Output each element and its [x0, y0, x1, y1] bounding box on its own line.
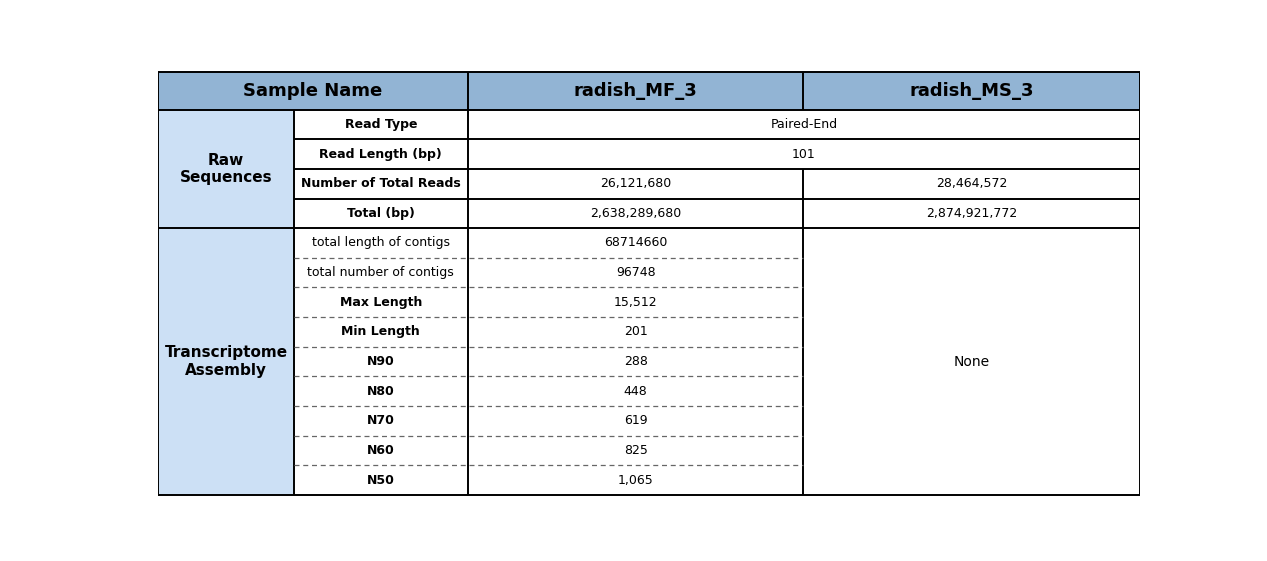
Bar — [468, 228, 803, 258]
Text: N80: N80 — [367, 385, 394, 398]
Text: Sample Name: Sample Name — [243, 81, 383, 100]
Bar — [803, 228, 1140, 495]
Bar — [294, 436, 468, 465]
Bar — [294, 258, 468, 287]
Text: radish_MS_3: radish_MS_3 — [910, 81, 1034, 100]
Bar — [468, 199, 803, 228]
Text: None: None — [954, 355, 990, 369]
Bar — [468, 109, 1140, 139]
Bar — [294, 317, 468, 347]
Bar — [468, 317, 803, 347]
Bar — [294, 287, 468, 317]
Text: Total (bp): Total (bp) — [347, 207, 414, 220]
Text: 2,638,289,680: 2,638,289,680 — [590, 207, 682, 220]
Bar — [468, 465, 803, 495]
Bar — [803, 199, 1140, 228]
Text: 96748: 96748 — [616, 266, 655, 279]
Text: N60: N60 — [367, 444, 394, 457]
Bar — [158, 109, 294, 228]
Bar — [803, 169, 1140, 199]
Bar — [294, 109, 468, 139]
Text: 288: 288 — [623, 355, 647, 368]
Text: 619: 619 — [623, 415, 647, 427]
Bar — [294, 199, 468, 228]
Text: N50: N50 — [367, 473, 395, 486]
Text: 26,121,680: 26,121,680 — [601, 177, 672, 190]
Bar — [294, 376, 468, 406]
Bar — [468, 258, 803, 287]
Bar — [803, 72, 1140, 109]
Bar — [468, 287, 803, 317]
Text: Raw
Sequences: Raw Sequences — [180, 153, 272, 185]
Text: Read Type: Read Type — [345, 118, 417, 131]
Bar — [294, 139, 468, 169]
Text: radish_MF_3: radish_MF_3 — [574, 81, 697, 100]
Text: total number of contigs: total number of contigs — [308, 266, 454, 279]
Bar — [294, 169, 468, 199]
Text: Read Length (bp): Read Length (bp) — [319, 148, 442, 160]
Bar — [468, 347, 803, 376]
Text: 1,065: 1,065 — [618, 473, 654, 486]
Bar — [158, 72, 468, 109]
Bar — [294, 465, 468, 495]
Bar — [468, 169, 803, 199]
Text: Max Length: Max Length — [340, 296, 422, 309]
Text: N90: N90 — [367, 355, 394, 368]
Text: 2,874,921,772: 2,874,921,772 — [926, 207, 1017, 220]
Text: Transcriptome
Assembly: Transcriptome Assembly — [165, 346, 288, 378]
Bar — [468, 436, 803, 465]
Text: Number of Total Reads: Number of Total Reads — [300, 177, 461, 190]
Bar — [468, 72, 803, 109]
Text: Paired-End: Paired-End — [770, 118, 837, 131]
Text: 448: 448 — [623, 385, 647, 398]
Bar — [158, 228, 294, 495]
Text: 201: 201 — [623, 325, 647, 338]
Bar — [468, 376, 803, 406]
Bar — [294, 228, 468, 258]
Bar — [468, 406, 803, 436]
Text: Min Length: Min Length — [341, 325, 421, 338]
Bar — [468, 139, 1140, 169]
Bar — [294, 406, 468, 436]
Text: 15,512: 15,512 — [613, 296, 658, 309]
Text: 825: 825 — [623, 444, 647, 457]
Text: total length of contigs: total length of contigs — [312, 237, 450, 250]
Text: 101: 101 — [792, 148, 816, 160]
Text: 28,464,572: 28,464,572 — [936, 177, 1007, 190]
Text: N70: N70 — [367, 415, 395, 427]
Bar — [294, 347, 468, 376]
Text: 68714660: 68714660 — [604, 237, 668, 250]
